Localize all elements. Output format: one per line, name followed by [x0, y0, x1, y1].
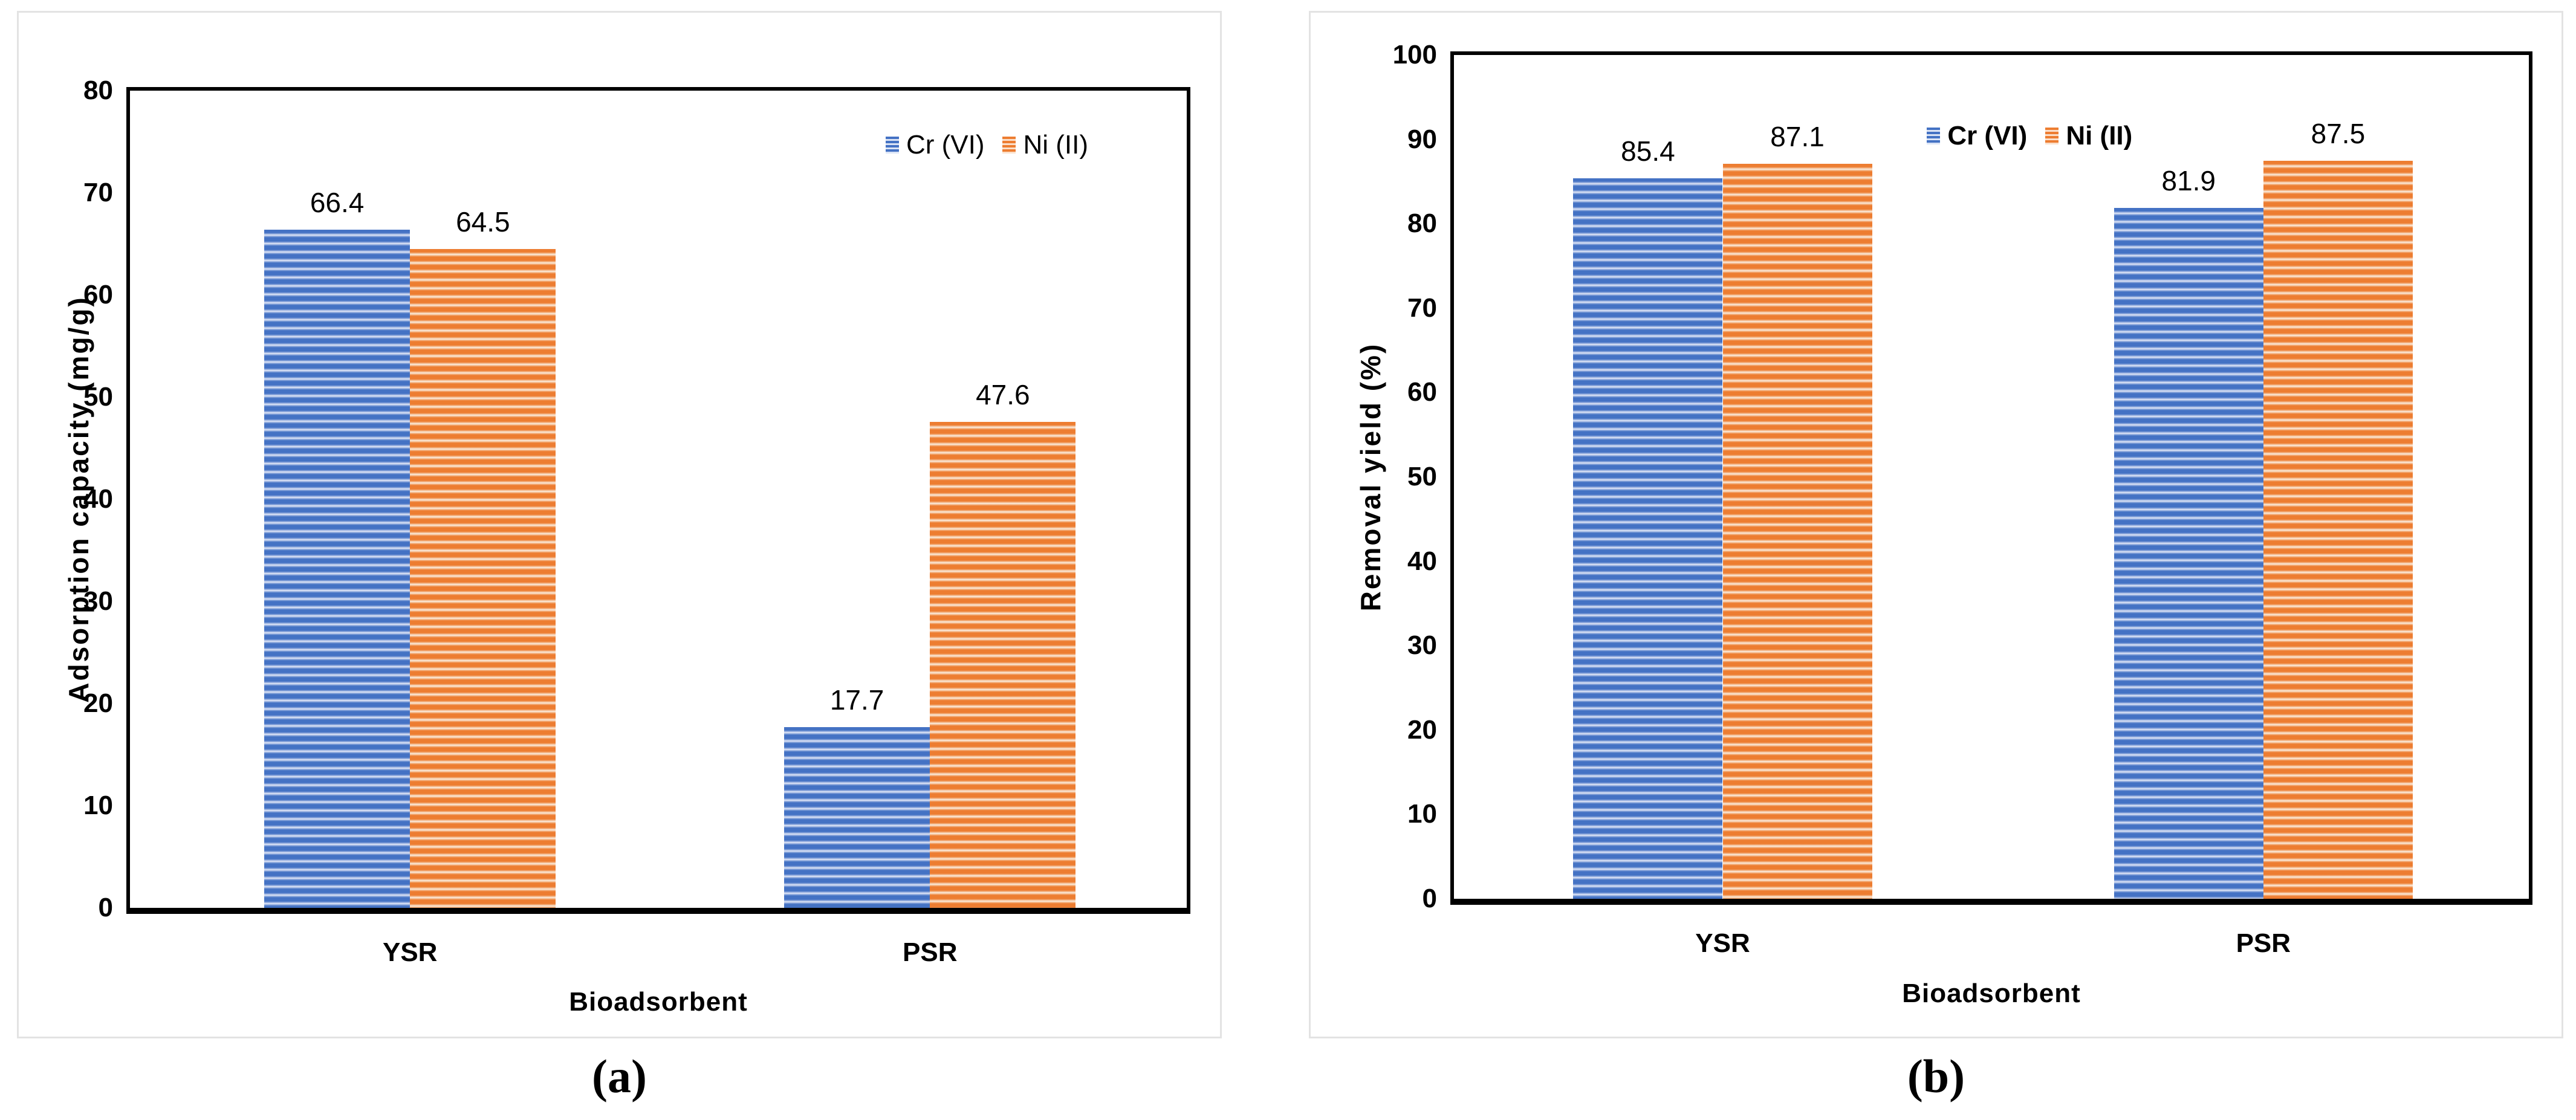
bar-ysr-ni — [410, 248, 556, 908]
chart-a: Adsorption capacity (mg/g) Cr (VI) Ni (II… — [19, 13, 1220, 1037]
bar-psr-ni — [930, 421, 1076, 908]
legend-series-label: Ni (II) — [1023, 130, 1088, 160]
legend-item: Ni (II) — [1002, 132, 1088, 158]
cr-legend-swatch-icon — [1927, 128, 1941, 144]
legend-b: Cr (VI) Ni (II) — [1927, 123, 2132, 149]
bar-ysr-cr — [1573, 178, 1723, 899]
y-tick-label: 10 — [83, 791, 113, 820]
legend-a: Cr (VI) Ni (II) — [885, 130, 1088, 160]
plot-area-b: Cr (VI) Ni (II) 85.4 87.1 81.9 87.5 — [1450, 51, 2532, 905]
bar-ysr-ni — [1722, 164, 1872, 899]
y-tick-label: 20 — [1407, 714, 1437, 745]
y-tick-label: 80 — [1407, 209, 1437, 239]
plot-area-a: Cr (VI) Ni (II) 66.4 64.5 17.7 47.6 — [126, 87, 1190, 914]
bar-psr-cr — [784, 727, 930, 908]
y-tick-label: 0 — [1422, 884, 1437, 913]
x-axis-title: Bioadsorbent — [569, 987, 748, 1017]
legend-item: Cr (VI) — [1927, 123, 2027, 149]
x-tick-label: PSR — [2236, 928, 2291, 958]
y-tick-label: 60 — [83, 280, 113, 309]
y-axis-title: Removal yield (%) — [1355, 342, 1386, 612]
y-tick-label: 50 — [83, 382, 113, 412]
bar-ysr-cr — [264, 229, 410, 908]
cr-legend-swatch-icon — [885, 137, 899, 154]
legend-series-label: Cr (VI) — [1947, 121, 2028, 151]
x-axis-title: Bioadsorbent — [1902, 979, 2081, 1008]
bar-psr-cr — [2114, 207, 2263, 899]
y-tick-label: 40 — [1407, 546, 1437, 576]
legend-series-label: Cr (VI) — [906, 130, 985, 160]
ni-legend-swatch-icon — [1002, 137, 1016, 154]
y-tick-label: 10 — [1407, 799, 1437, 829]
legend-series-label: Ni (II) — [2066, 121, 2133, 151]
x-tick-label: PSR — [902, 937, 958, 967]
y-tick-label: 30 — [83, 586, 113, 616]
y-tick-label: 70 — [83, 178, 113, 207]
y-tick-label: 30 — [1407, 630, 1437, 661]
data-label: 81.9 — [2161, 164, 2216, 196]
legend-item: Ni (II) — [2045, 123, 2132, 149]
data-label: 85.4 — [1621, 135, 1675, 167]
x-tick-label: YSR — [1695, 928, 1750, 958]
subfigure-caption-b: (b) — [1907, 1050, 1965, 1102]
data-label: 87.5 — [2311, 117, 2366, 149]
bar-psr-ni — [2263, 160, 2413, 899]
y-tick-label: 100 — [1392, 40, 1437, 70]
data-label: 47.6 — [976, 378, 1030, 410]
y-tick-label: 20 — [83, 688, 113, 718]
x-tick-label: YSR — [382, 937, 438, 967]
y-tick-label: 50 — [1407, 462, 1437, 491]
chart-b: Removal yield (%) Cr (VI) Ni (II) 85.4 87.… — [1311, 13, 2561, 1037]
subfigure-caption-a: (a) — [592, 1050, 647, 1102]
legend-item: Cr (VI) — [885, 130, 985, 160]
y-tick-label: 80 — [83, 76, 113, 105]
y-tick-label: 40 — [83, 484, 113, 514]
y-tick-label: 90 — [1407, 124, 1437, 154]
y-tick-label: 0 — [98, 893, 113, 922]
chart-panel-a: Adsorption capacity (mg/g) Cr (VI) Ni (II… — [17, 11, 1222, 1038]
data-label: 17.7 — [829, 684, 884, 716]
ni-legend-swatch-icon — [2045, 128, 2059, 144]
data-label: 64.5 — [456, 206, 510, 238]
y-tick-label: 70 — [1407, 293, 1437, 323]
y-tick-label: 60 — [1407, 377, 1437, 407]
data-label: 66.4 — [310, 186, 365, 218]
chart-panel-b: Removal yield (%) Cr (VI) Ni (II) 85.4 87.… — [1309, 11, 2563, 1038]
data-label: 87.1 — [1770, 121, 1825, 153]
